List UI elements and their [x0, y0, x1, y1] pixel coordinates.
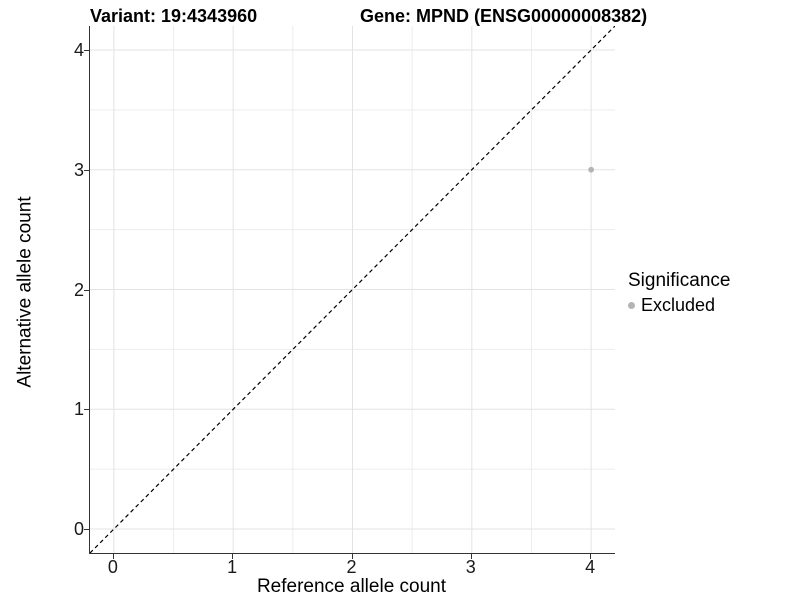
plot-title-gene: Gene: MPND (ENSG00000008382) [360, 6, 648, 26]
data-point [588, 166, 595, 173]
y-axis-title: Alternative allele count [14, 196, 36, 388]
legend-title: Significance [628, 270, 731, 291]
y-tick-label: 4 [73, 39, 84, 60]
identity-dashed-line [90, 26, 615, 553]
x-tick-label: 4 [585, 557, 596, 577]
y-tick-mark [84, 49, 89, 51]
y-tick-mark [84, 169, 89, 171]
plot-canvas [90, 26, 615, 553]
x-tick-mark [351, 554, 353, 559]
legend-items: Excluded [628, 295, 730, 316]
x-tick-label: 2 [346, 557, 357, 577]
x-axis-title: Reference allele count [256, 576, 447, 597]
legend-key-dot-icon [628, 302, 635, 309]
y-tick-mark [84, 289, 89, 291]
y-tick-label: 0 [73, 519, 84, 540]
y-tick-mark [84, 529, 89, 531]
y-tick-label: 1 [73, 399, 84, 420]
x-tick-mark [232, 554, 234, 559]
legend-item-label: Excluded [641, 295, 716, 315]
plot-title-variant: Variant: 19:4343960 [90, 6, 258, 26]
x-tick-label: 3 [465, 557, 476, 577]
y-tick-label: 2 [73, 279, 84, 300]
x-tick-mark [470, 554, 472, 559]
x-tick-label: 0 [107, 557, 118, 577]
x-tick-mark [590, 554, 592, 559]
plot-panel [89, 26, 615, 554]
x-tick-mark [112, 554, 114, 559]
x-tick-label: 1 [227, 557, 238, 577]
legend: Significance Excluded [628, 270, 730, 316]
legend-item: Excluded [628, 295, 730, 316]
y-tick-mark [84, 409, 89, 411]
y-tick-label: 3 [73, 159, 84, 180]
